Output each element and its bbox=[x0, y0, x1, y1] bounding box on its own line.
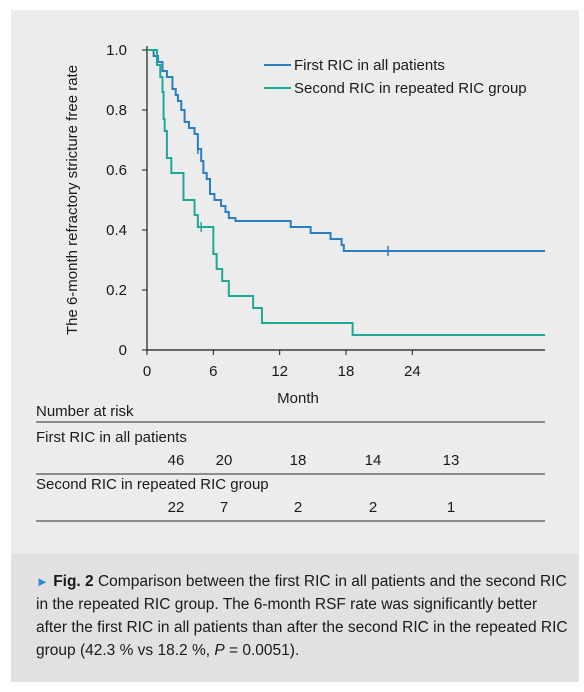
x-tick-label: 24 bbox=[404, 363, 421, 380]
legend-label-1: First RIC in all patients bbox=[294, 57, 445, 74]
legend-label-2: Second RIC in repeated RIC group bbox=[294, 80, 527, 97]
x-axis-label: Month bbox=[277, 390, 319, 407]
x-tick-label: 6 bbox=[209, 363, 217, 380]
risk-count: 1 bbox=[447, 499, 455, 516]
caption-text-end: = 0.0051). bbox=[224, 642, 300, 659]
y-axis-label: The 6-month refractory stricture free ra… bbox=[64, 65, 81, 335]
series-line-1 bbox=[147, 49, 545, 252]
y-tick-label: 0.6 bbox=[106, 162, 127, 179]
risk-count: 46 bbox=[168, 452, 185, 469]
series-line-2 bbox=[147, 49, 545, 336]
risk-group-label: Second RIC in repeated RIC group bbox=[36, 476, 269, 493]
figure-caption: ► Fig. 2 Comparison between the first RI… bbox=[36, 570, 571, 662]
x-tick-label: 12 bbox=[271, 363, 288, 380]
risk-count: 13 bbox=[443, 452, 460, 469]
caption-arrow-icon: ► bbox=[36, 574, 49, 589]
y-tick-label: 0 bbox=[119, 342, 127, 359]
caption-p-symbol: P bbox=[214, 642, 225, 659]
risk-group-label: First RIC in all patients bbox=[36, 429, 187, 446]
risk-count: 20 bbox=[216, 452, 233, 469]
y-tick-label: 0.2 bbox=[106, 282, 127, 299]
risk-count: 7 bbox=[220, 499, 228, 516]
risk-count: 2 bbox=[294, 499, 302, 516]
caption-text: Comparison between the first RIC in all … bbox=[36, 573, 568, 659]
x-tick-label: 0 bbox=[143, 363, 151, 380]
risk-count: 14 bbox=[365, 452, 382, 469]
x-tick-label: 18 bbox=[338, 363, 355, 380]
risk-count: 18 bbox=[290, 452, 307, 469]
y-tick-label: 0.4 bbox=[106, 222, 127, 239]
figure-label: Fig. 2 bbox=[53, 573, 94, 590]
y-tick-label: 1.0 bbox=[106, 42, 127, 59]
figure-panel: 0 0.2 0.4 0.6 0.8 1.0 0 6 12 18 24 Month The 6-month… bbox=[11, 10, 579, 682]
risk-table-title: Number at risk bbox=[36, 403, 134, 420]
caption-panel bbox=[11, 554, 579, 682]
risk-count: 2 bbox=[369, 499, 377, 516]
y-tick-label: 0.8 bbox=[106, 102, 127, 119]
risk-count: 22 bbox=[168, 499, 185, 516]
